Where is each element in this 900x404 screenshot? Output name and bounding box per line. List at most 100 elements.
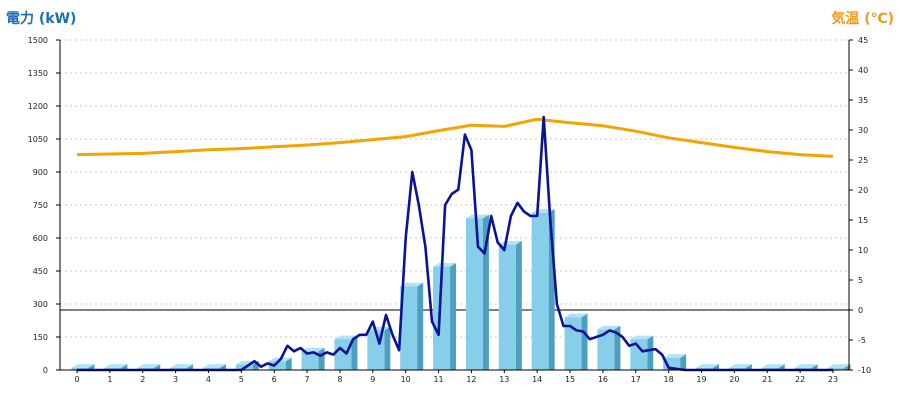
right-tick-label: -10: [858, 366, 871, 375]
x-tick-label: 9: [370, 375, 375, 384]
left-tick-label: 750: [33, 201, 48, 210]
x-tick-label: 12: [466, 375, 476, 384]
bar-top: [597, 325, 621, 330]
bar-top: [367, 326, 391, 331]
axes: [56, 39, 853, 373]
bar-top: [400, 282, 424, 287]
bar-side: [778, 364, 785, 370]
x-tick-label: 2: [140, 375, 145, 384]
right-tick-label: 35: [858, 96, 868, 105]
bar-top: [71, 364, 95, 368]
right-tick-label: -5: [858, 336, 866, 345]
left-tick-label: 1050: [28, 135, 48, 144]
x-tick-label: 23: [828, 375, 838, 384]
bar-side: [187, 364, 194, 370]
bar-top: [564, 313, 588, 318]
power-bar: [630, 335, 654, 370]
x-tick-label: 21: [762, 375, 772, 384]
bar-side: [581, 313, 588, 370]
bar-top: [433, 263, 457, 267]
bar-front: [334, 339, 352, 370]
x-tick-label: 14: [532, 375, 542, 384]
right-tick-label: 15: [858, 216, 868, 225]
x-tick-label: 7: [305, 375, 310, 384]
left-tick-label: 900: [33, 168, 48, 177]
bar-front: [400, 286, 418, 370]
right-tick-label: 40: [858, 66, 868, 75]
x-tick-label: 6: [272, 375, 277, 384]
bar-side: [154, 364, 161, 370]
bar-top: [630, 335, 654, 340]
left-tick-label: 1350: [28, 69, 48, 78]
power-line: [77, 115, 833, 372]
bar-side: [811, 364, 818, 370]
right-tick-label: 0: [858, 306, 863, 315]
bar-side: [515, 241, 522, 370]
x-tick-label: 19: [696, 375, 706, 384]
series-lines: [76, 115, 834, 372]
power-bar: [334, 335, 358, 370]
temperature-line: [76, 117, 834, 158]
bar-top: [202, 364, 226, 368]
bar-side: [285, 357, 292, 370]
x-tick-label: 17: [631, 375, 641, 384]
bar-side: [680, 354, 687, 370]
x-tick-label: 22: [795, 375, 805, 384]
right-tick-label: 20: [858, 186, 868, 195]
bar-top: [663, 354, 687, 358]
x-tick-label: 16: [598, 375, 608, 384]
power-bar: [400, 282, 424, 370]
bar-side: [450, 263, 457, 370]
power-bars: [71, 209, 851, 370]
bar-side: [713, 364, 720, 370]
left-axis-title: 電力 (kW): [6, 10, 76, 27]
left-tick-label: 300: [33, 300, 48, 309]
left-tick-label: 450: [33, 267, 48, 276]
bar-top: [104, 364, 128, 368]
x-tick-label: 8: [337, 375, 342, 384]
bar-top: [334, 335, 358, 340]
right-tick-label: 10: [858, 246, 868, 255]
x-tick-label: 18: [664, 375, 674, 384]
bar-top: [794, 364, 818, 368]
right-tick-label: 5: [858, 276, 863, 285]
right-tick-label: 45: [858, 36, 868, 45]
left-tick-label: 0: [43, 366, 48, 375]
power-bar: [465, 214, 489, 370]
bar-front: [301, 351, 319, 370]
bar-top: [728, 364, 752, 368]
bar-side: [351, 335, 358, 370]
tick-labels: 01503004506007509001050120013501500-10-5…: [28, 36, 871, 384]
bar-top: [761, 364, 785, 368]
bar-side: [417, 282, 424, 370]
x-tick-label: 13: [499, 375, 509, 384]
bar-front: [597, 329, 615, 370]
power-bar: [498, 241, 522, 370]
bar-front: [827, 367, 845, 370]
power-bar: [367, 326, 391, 370]
x-tick-label: 11: [433, 375, 443, 384]
bar-side: [745, 364, 752, 370]
power-bar: [597, 325, 621, 370]
x-tick-label: 15: [565, 375, 575, 384]
left-tick-label: 1200: [28, 102, 48, 111]
left-tick-label: 1500: [28, 36, 48, 45]
bar-top: [696, 364, 720, 368]
right-tick-label: 25: [858, 156, 868, 165]
power-bar: [433, 263, 457, 370]
bar-front: [268, 361, 286, 370]
bar-side: [219, 364, 226, 370]
bar-side: [647, 335, 654, 370]
left-tick-label: 600: [33, 234, 48, 243]
bar-front: [498, 244, 516, 370]
x-tick-label: 3: [173, 375, 178, 384]
bar-front: [465, 218, 483, 370]
bar-side: [121, 364, 128, 370]
bar-side: [318, 347, 325, 370]
x-tick-label: 20: [729, 375, 739, 384]
bar-front: [531, 212, 549, 370]
right-tick-label: 30: [858, 126, 868, 135]
grid-lines: [60, 39, 849, 338]
